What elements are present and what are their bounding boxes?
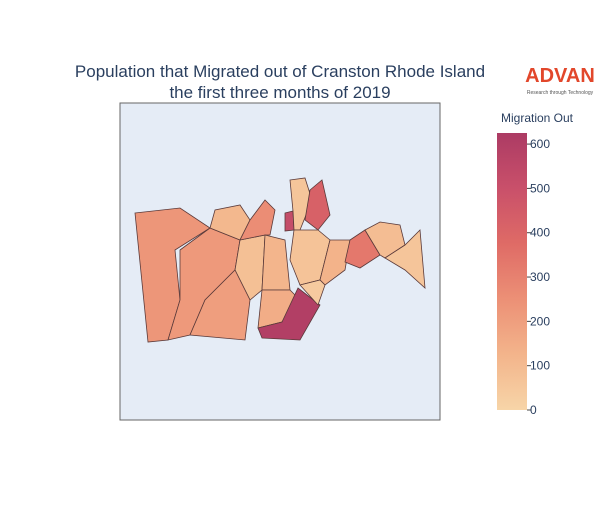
logo: ADVAN (525, 65, 595, 87)
region (284, 210, 295, 232)
region (299, 279, 326, 306)
region (344, 229, 381, 269)
colorbar-tick-label: 500 (530, 181, 550, 195)
map (134, 177, 426, 343)
colorbar-title: Migration Out (501, 111, 574, 125)
region (384, 229, 426, 289)
colorbar-tick-label: 100 (530, 359, 550, 373)
chart-title: Population that Migrated out of Cranston… (75, 62, 485, 81)
logo-tagline: Research through Technology (527, 90, 594, 96)
region (134, 207, 211, 343)
colorbar-tick-label: 600 (530, 137, 550, 151)
region (257, 287, 321, 341)
colorbar-tick-label: 200 (530, 314, 550, 328)
colorbar-tick-label: 0 (530, 403, 537, 417)
region (304, 179, 331, 231)
region (189, 269, 251, 341)
region (209, 204, 251, 241)
colorbar-tick-label: 300 (530, 270, 550, 284)
colorbar (497, 133, 527, 410)
chart-subtitle: the first three months of 2019 (169, 83, 390, 102)
colorbar-tick-label: 400 (530, 226, 550, 240)
region (239, 199, 276, 241)
